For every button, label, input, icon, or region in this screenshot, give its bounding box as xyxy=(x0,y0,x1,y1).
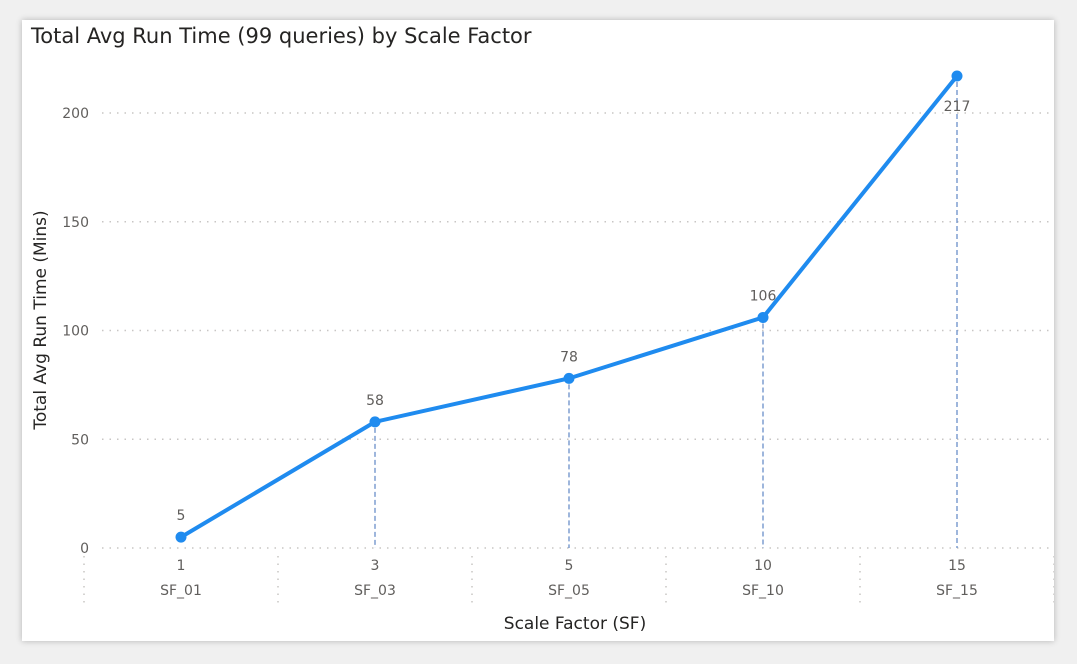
x-tick-label: 15 xyxy=(948,558,966,574)
x-group-label: SF_01 xyxy=(160,583,202,599)
y-tick-label: 100 xyxy=(62,324,89,340)
x-tick-label: 5 xyxy=(565,558,574,574)
x-tick-label: 3 xyxy=(371,558,380,574)
data-label: 78 xyxy=(560,349,578,365)
y-tick-label: 50 xyxy=(71,432,89,448)
data-label: 106 xyxy=(750,288,777,304)
data-point xyxy=(757,311,769,323)
x-axis-title: Scale Factor (SF) xyxy=(504,614,646,634)
y-tick-label: 0 xyxy=(80,541,89,557)
data-point xyxy=(563,372,575,384)
data-label: 217 xyxy=(944,99,971,115)
y-axis-title: Total Avg Run Time (Mins) xyxy=(31,210,51,430)
data-label: 58 xyxy=(366,393,384,409)
data-point xyxy=(951,70,963,82)
chart-title: Total Avg Run Time (99 queries) by Scale… xyxy=(31,24,532,48)
chart-card: Total Avg Run Time (99 queries) by Scale… xyxy=(22,20,1054,641)
x-group-label: SF_10 xyxy=(742,583,784,599)
data-point xyxy=(175,531,187,543)
data-point xyxy=(369,416,381,428)
data-label: 5 xyxy=(177,508,186,524)
y-tick-label: 150 xyxy=(62,215,89,231)
x-tick-label: 10 xyxy=(754,558,772,574)
x-group-label: SF_03 xyxy=(354,583,396,599)
x-tick-label: 1 xyxy=(177,558,186,574)
x-group-label: SF_15 xyxy=(936,583,978,599)
line-chart: 0 50 100 150 200 5 58 78 106 217 1 SF_01 3 SF_03 5 SF_0… xyxy=(31,70,1054,634)
x-group-label: SF_05 xyxy=(548,583,590,599)
y-tick-label: 200 xyxy=(62,106,89,122)
